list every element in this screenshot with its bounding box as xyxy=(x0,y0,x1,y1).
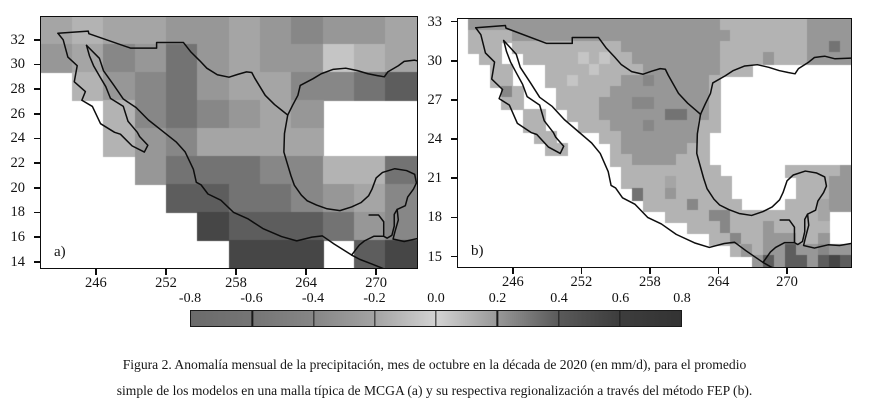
x-tick-label: 258 xyxy=(639,274,661,290)
x-tick-mark xyxy=(580,268,583,274)
us-gulf-coastline xyxy=(701,56,851,114)
x-tick-label: 252 xyxy=(570,274,593,290)
y-tick-label: 20 xyxy=(10,179,26,196)
x-tick-label: 270 xyxy=(776,274,798,290)
colorbar-tick-label: -0.6 xyxy=(240,291,263,306)
y-tick-mark xyxy=(451,59,458,62)
x-tick-mark xyxy=(235,269,237,275)
baja-california-coastline xyxy=(58,33,148,152)
baja-california-coastline xyxy=(476,28,564,154)
y-tick-mark xyxy=(34,236,41,238)
y-tick-mark xyxy=(34,261,41,263)
y-tick-mark xyxy=(34,113,41,115)
y-tick-label: 18 xyxy=(427,209,443,226)
x-tick-mark xyxy=(786,268,788,274)
y-tick-label: 32 xyxy=(10,31,26,48)
x-tick-label: 258 xyxy=(225,275,247,291)
colorbar-divider xyxy=(557,311,560,326)
map-panel-b: b) 33 30 27 24 21 18 15 246 252 258 264 270 xyxy=(428,14,852,290)
y-tick-label: 30 xyxy=(427,52,443,69)
map-a-heatmap-canvas xyxy=(41,17,417,268)
belize-border xyxy=(794,214,807,244)
y-tick-label: 24 xyxy=(427,131,443,148)
y-tick-label: 14 xyxy=(10,253,26,270)
y-tick-label: 30 xyxy=(10,56,26,73)
x-tick-label: 252 xyxy=(155,275,177,291)
figure-caption-line-1: Figura 2. Anomalía mensual de la precipi… xyxy=(122,357,747,372)
y-tick-mark xyxy=(451,216,458,219)
x-tick-mark xyxy=(512,268,514,274)
colorbar-labels: -0.8 -0.6 -0.4 -0.2 0.0 0.2 0.4 0.6 0.8 xyxy=(179,291,691,308)
y-tick-mark xyxy=(34,162,41,164)
y-tick-mark xyxy=(34,88,41,90)
colorbar-tick-label: -0.8 xyxy=(178,291,202,306)
y-tick-label: 27 xyxy=(427,91,443,108)
y-tick-mark xyxy=(451,99,458,101)
map-b-heatmap-canvas xyxy=(458,19,851,267)
y-tick-mark xyxy=(451,138,458,140)
x-tick-mark xyxy=(649,268,651,274)
colorbar-tick-label: 0.8 xyxy=(673,291,691,306)
x-tick-mark xyxy=(95,269,97,275)
map-b-coastline-overlay xyxy=(458,19,851,267)
x-tick-label: 246 xyxy=(501,274,524,290)
x-tick-label: 246 xyxy=(85,275,107,291)
x-tick-mark xyxy=(717,268,720,274)
panel-b-label: b) xyxy=(471,243,484,259)
guatemala-border xyxy=(352,215,384,255)
x-tick-mark xyxy=(165,269,167,275)
guatemala-border xyxy=(763,220,794,262)
us-mexico-border xyxy=(476,26,701,115)
y-tick-label: 22 xyxy=(10,155,26,172)
colorbar-gradient xyxy=(190,310,682,327)
x-tick-label: 270 xyxy=(365,275,387,291)
x-tick-label: 264 xyxy=(295,275,317,291)
map-a-coastline-overlay xyxy=(41,17,417,268)
colorbar-tick-label: 0.6 xyxy=(611,291,630,306)
y-tick-label: 15 xyxy=(427,248,443,265)
colorbar-divider xyxy=(251,311,253,326)
y-tick-mark xyxy=(451,177,458,180)
y-tick-label: 16 xyxy=(10,229,26,246)
y-tick-label: 21 xyxy=(427,170,443,187)
y-tick-mark xyxy=(34,137,41,140)
colorbar-tick-label: 0.0 xyxy=(427,291,445,306)
y-tick-label: 18 xyxy=(10,204,26,221)
map-panel-a: a) 32 30 28 26 24 22 20 18 16 14 246 252 258 264 270 xyxy=(11,16,418,291)
y-tick-mark xyxy=(451,255,458,258)
x-tick-mark xyxy=(375,269,377,275)
colorbar-divider xyxy=(374,311,376,326)
belize-border xyxy=(384,209,397,238)
y-tick-label: 28 xyxy=(10,81,26,98)
colorbar-tick-label: -0.4 xyxy=(301,291,325,306)
colorbar-divider xyxy=(435,311,437,326)
y-tick-mark xyxy=(34,39,41,41)
colorbar-divider xyxy=(312,311,315,326)
panel-a-label: a) xyxy=(54,244,66,260)
y-tick-label: 26 xyxy=(10,105,26,122)
colorbar-divider xyxy=(619,311,621,326)
colorbar-tick-label: 0.2 xyxy=(488,291,507,306)
pacific-coastline xyxy=(87,45,406,268)
colorbar-tick-label: -0.2 xyxy=(363,291,386,306)
gulf-of-mexico-coastline xyxy=(284,115,417,241)
pacific-coastline xyxy=(504,41,816,267)
y-tick-mark xyxy=(451,20,458,23)
x-tick-mark xyxy=(305,269,307,275)
us-mexico-border xyxy=(58,31,288,115)
colorbar-divider xyxy=(496,311,498,326)
y-tick-label: 24 xyxy=(10,130,26,147)
gulf-of-mexico-coastline xyxy=(697,114,851,248)
figure-caption-line-2: simple de los modelos en una malla típic… xyxy=(116,383,753,398)
y-tick-mark xyxy=(34,211,41,214)
x-tick-label: 264 xyxy=(707,274,730,290)
y-tick-mark xyxy=(34,187,41,189)
us-gulf-coastline xyxy=(288,60,417,115)
y-tick-mark xyxy=(34,63,41,66)
colorbar-tick-label: 0.4 xyxy=(550,291,568,306)
y-tick-label: 33 xyxy=(427,13,443,30)
